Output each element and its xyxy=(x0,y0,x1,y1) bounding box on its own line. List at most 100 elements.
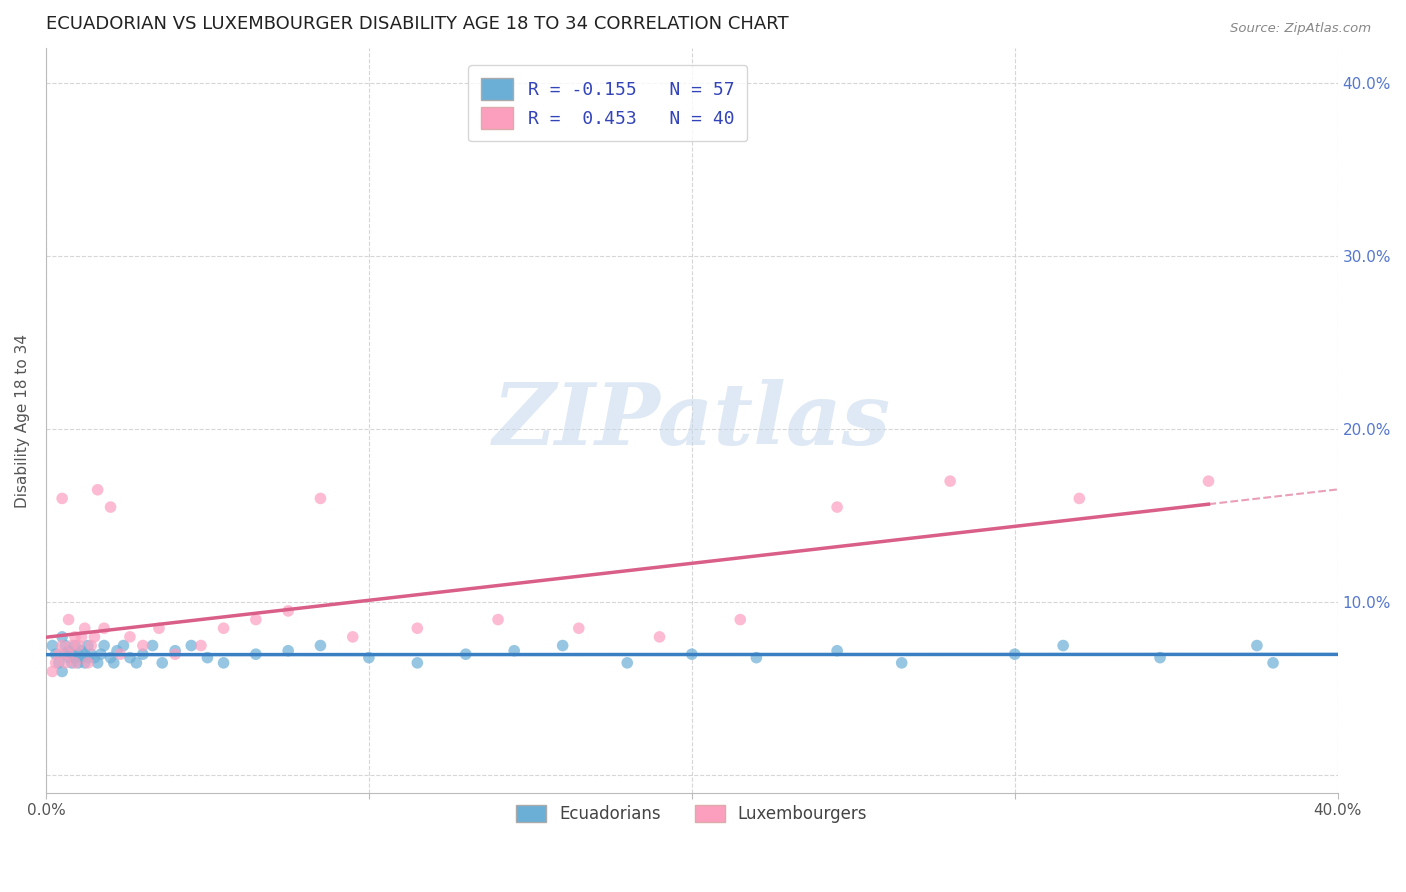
Point xyxy=(77,650,100,665)
Point xyxy=(118,650,141,665)
Point xyxy=(90,647,112,661)
Point xyxy=(1069,491,1091,506)
Point xyxy=(745,650,768,665)
Point xyxy=(103,656,125,670)
Point xyxy=(342,630,364,644)
Point xyxy=(190,639,212,653)
Point xyxy=(728,613,751,627)
Point xyxy=(568,621,591,635)
Point xyxy=(77,656,100,670)
Point xyxy=(67,647,90,661)
Point xyxy=(616,656,638,670)
Point xyxy=(939,474,962,488)
Point xyxy=(118,630,141,644)
Point xyxy=(51,665,73,679)
Point xyxy=(70,644,93,658)
Point xyxy=(58,613,80,627)
Point xyxy=(70,630,93,644)
Y-axis label: Disability Age 18 to 34: Disability Age 18 to 34 xyxy=(15,334,30,508)
Point xyxy=(48,647,70,661)
Point xyxy=(110,647,132,661)
Point xyxy=(58,647,80,661)
Point xyxy=(165,644,187,658)
Point xyxy=(1198,474,1220,488)
Point xyxy=(77,639,100,653)
Point xyxy=(1246,639,1268,653)
Point xyxy=(86,656,108,670)
Point xyxy=(93,639,115,653)
Point xyxy=(212,621,235,635)
Point xyxy=(1004,647,1026,661)
Point xyxy=(100,500,122,514)
Point xyxy=(53,639,76,653)
Point xyxy=(80,647,103,661)
Point xyxy=(73,621,96,635)
Point xyxy=(67,656,90,670)
Point xyxy=(51,639,73,653)
Point xyxy=(45,647,67,661)
Point xyxy=(63,656,86,670)
Point xyxy=(648,630,671,644)
Point xyxy=(73,656,96,670)
Point xyxy=(503,644,526,658)
Point xyxy=(132,639,155,653)
Text: Source: ZipAtlas.com: Source: ZipAtlas.com xyxy=(1230,22,1371,36)
Point xyxy=(141,639,163,653)
Point xyxy=(1149,650,1171,665)
Point xyxy=(73,647,96,661)
Point xyxy=(165,647,187,661)
Point xyxy=(48,656,70,670)
Point xyxy=(551,639,574,653)
Text: ECUADORIAN VS LUXEMBOURGER DISABILITY AGE 18 TO 34 CORRELATION CHART: ECUADORIAN VS LUXEMBOURGER DISABILITY AG… xyxy=(46,15,789,33)
Point xyxy=(150,656,173,670)
Point xyxy=(309,491,332,506)
Point xyxy=(41,665,63,679)
Point xyxy=(60,656,83,670)
Point xyxy=(60,639,83,653)
Point xyxy=(132,647,155,661)
Point xyxy=(41,639,63,653)
Point xyxy=(63,639,86,653)
Point xyxy=(148,621,170,635)
Point xyxy=(1052,639,1074,653)
Point xyxy=(309,639,332,653)
Point xyxy=(53,647,76,661)
Point xyxy=(825,644,848,658)
Point xyxy=(486,613,509,627)
Text: ZIPatlas: ZIPatlas xyxy=(492,379,891,462)
Point xyxy=(51,630,73,644)
Point xyxy=(83,650,105,665)
Point xyxy=(125,656,148,670)
Point xyxy=(212,656,235,670)
Point xyxy=(100,650,122,665)
Point xyxy=(70,650,93,665)
Point xyxy=(63,650,86,665)
Point xyxy=(454,647,477,661)
Point xyxy=(245,647,267,661)
Point xyxy=(112,639,135,653)
Point xyxy=(63,630,86,644)
Point xyxy=(58,650,80,665)
Point xyxy=(80,639,103,653)
Point xyxy=(245,613,267,627)
Point xyxy=(86,483,108,497)
Point xyxy=(105,644,128,658)
Point xyxy=(406,621,429,635)
Point xyxy=(180,639,202,653)
Point xyxy=(45,656,67,670)
Point xyxy=(277,644,299,658)
Legend: Ecuadorians, Luxembourgers: Ecuadorians, Luxembourgers xyxy=(503,791,880,837)
Point xyxy=(197,650,219,665)
Point xyxy=(93,621,115,635)
Point xyxy=(890,656,912,670)
Point xyxy=(681,647,703,661)
Point xyxy=(1261,656,1284,670)
Point xyxy=(67,639,90,653)
Point xyxy=(51,491,73,506)
Point xyxy=(406,656,429,670)
Point xyxy=(83,630,105,644)
Point xyxy=(60,647,83,661)
Point xyxy=(58,644,80,658)
Point xyxy=(357,650,380,665)
Point xyxy=(277,604,299,618)
